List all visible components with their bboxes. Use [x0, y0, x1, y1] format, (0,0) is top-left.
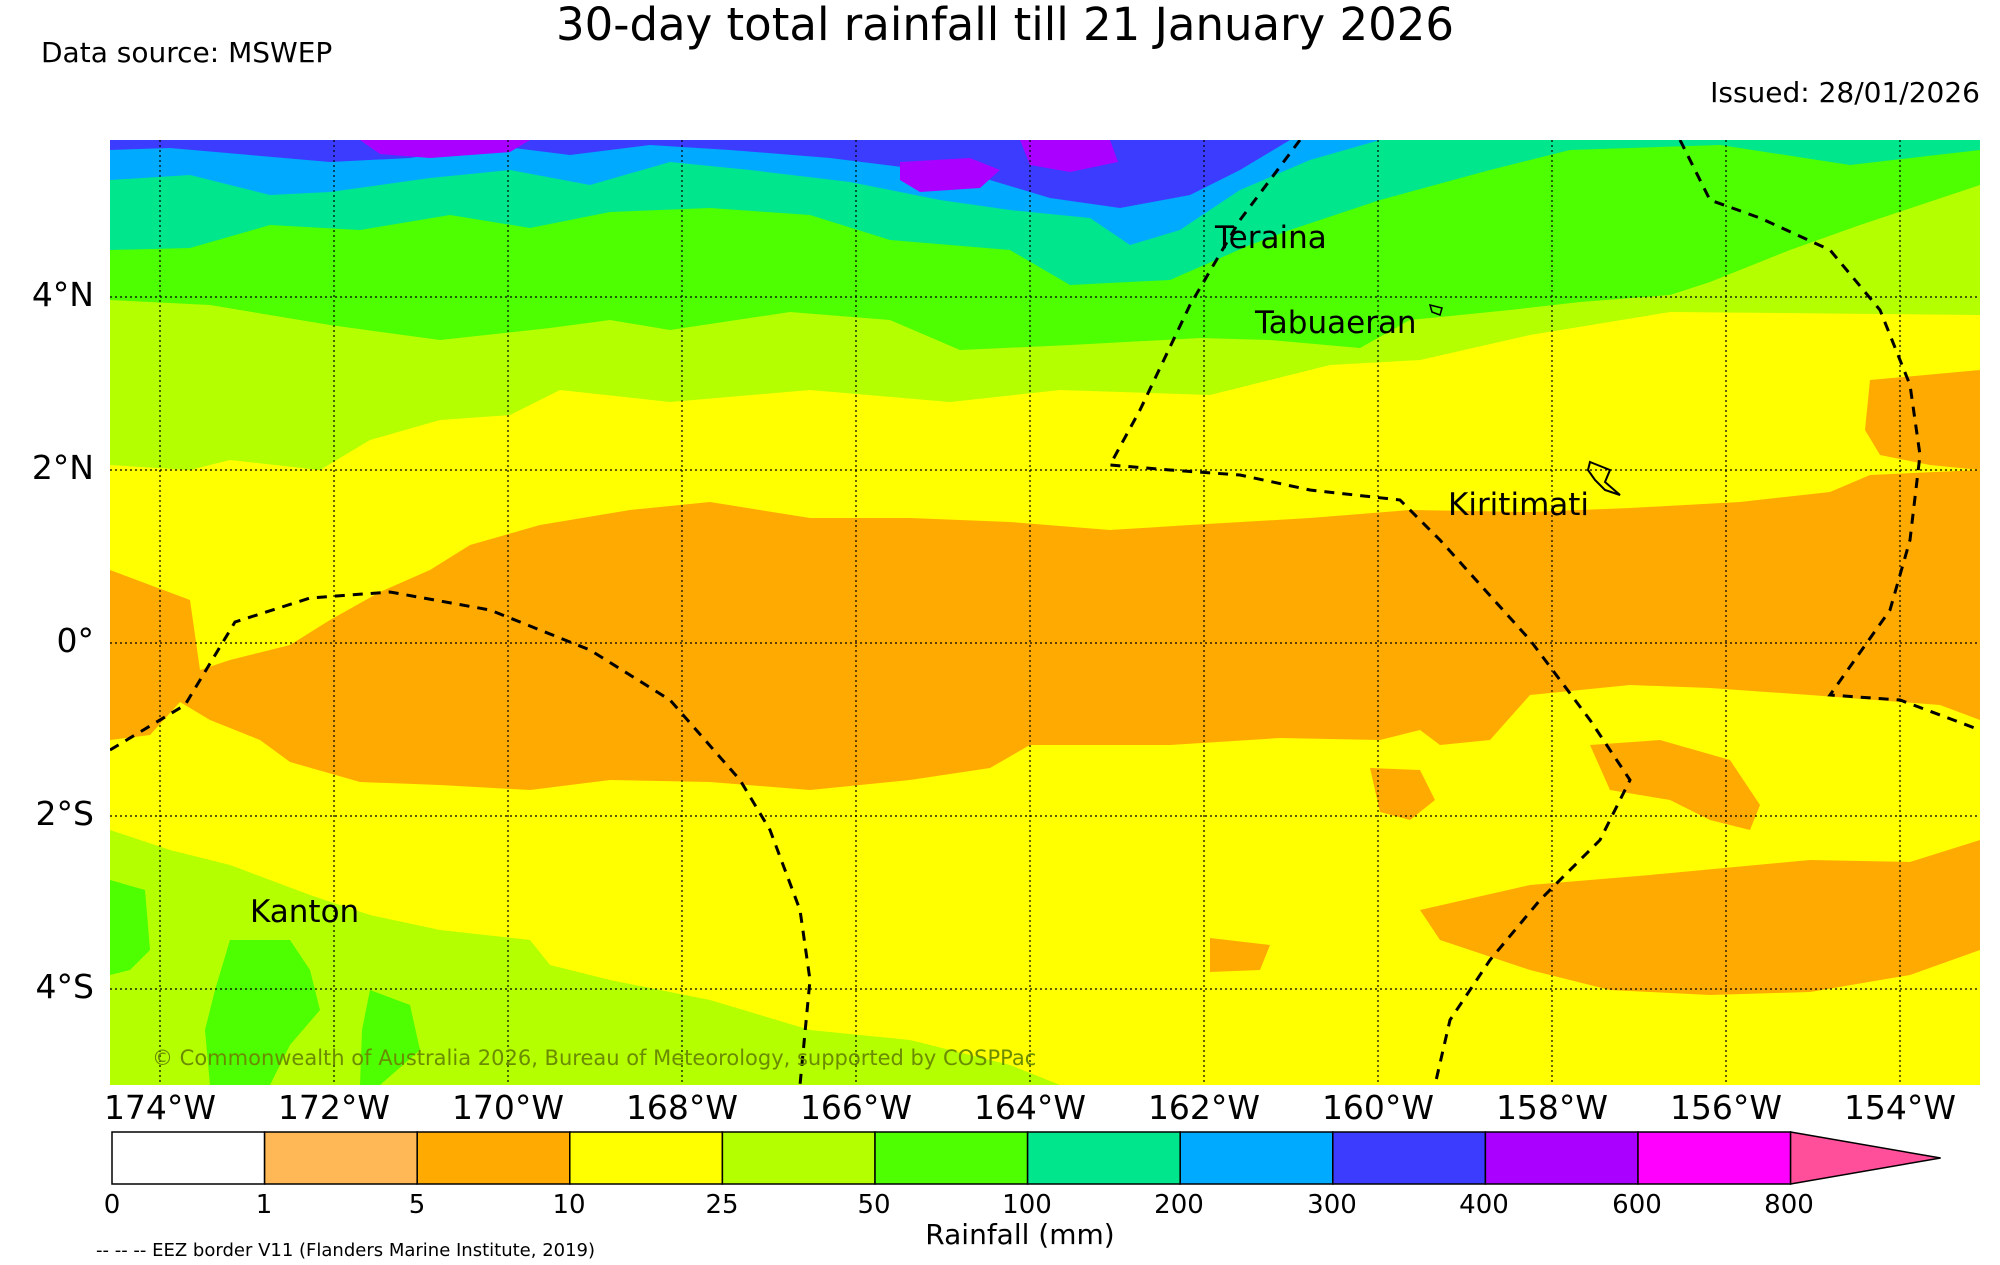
- rain-zone-5-10-south-blob-1: [1590, 740, 1760, 830]
- colorbar-segment: [1484, 1131, 1639, 1185]
- map-title: 30-day total rainfall till 21 January 20…: [555, 0, 1455, 51]
- graticule: [110, 140, 1980, 1085]
- lon-label-162w: 162°W: [1147, 1088, 1261, 1127]
- colorbar-segment: [1179, 1131, 1334, 1185]
- colorbar-segment: [721, 1131, 876, 1185]
- colorbar-tick: 200: [1154, 1190, 1204, 1220]
- copyright-notice: © Commonwealth of Australia 2026, Bureau…: [152, 1046, 1036, 1070]
- colorbar: [111, 1131, 1941, 1185]
- lon-label-166w: 166°W: [799, 1088, 913, 1127]
- lat-label-4n: 4°N: [31, 275, 94, 314]
- colorbar-tick: 600: [1612, 1190, 1662, 1220]
- colorbar-tick: 0: [103, 1190, 121, 1220]
- lat-label-2n: 2°N: [31, 448, 94, 487]
- place-label-teraina: Teraina: [1214, 220, 1327, 256]
- kiritimati-atoll: [1586, 460, 1621, 496]
- lon-label-172w: 172°W: [277, 1088, 391, 1127]
- lat-label-2s: 2°S: [35, 794, 94, 833]
- lon-label-160w: 160°W: [1321, 1088, 1435, 1127]
- rain-zone-50-100-southwest: [205, 940, 320, 1085]
- rain-zone-5-10-central: [110, 470, 1980, 790]
- eez-border: [110, 140, 1980, 1085]
- colorbar-segment: [263, 1131, 418, 1185]
- colorbar-tick: 10: [552, 1190, 586, 1220]
- colorbar-tick: 100: [1002, 1190, 1052, 1220]
- colorbar-segment: [569, 1131, 724, 1185]
- lat-label-eq: 0°: [56, 621, 95, 660]
- colorbar-label: Rainfall (mm): [925, 1218, 1115, 1251]
- colorbar-extend-arrow: [1789, 1131, 1941, 1185]
- colorbar-tick: 25: [705, 1190, 739, 1220]
- rain-zone-400-600-north-2: [1020, 140, 1118, 172]
- colorbar-segment: [416, 1131, 571, 1185]
- eez-footnote: -- -- -- EEZ border V11 (Flanders Marine…: [96, 1240, 596, 1261]
- rain-zone-50-100-south-mid: [360, 990, 420, 1085]
- rain-zone-50-100-west-edge: [110, 880, 150, 975]
- rain-zone-5-10-southeast: [1420, 840, 1980, 995]
- lon-label-174w: 174°W: [103, 1088, 217, 1127]
- colorbar-segment: [111, 1131, 266, 1185]
- data-source-label: Data source: MSWEP: [41, 36, 333, 69]
- colorbar-segment: [1332, 1131, 1487, 1185]
- lon-label-154w: 154°W: [1843, 1088, 1957, 1127]
- rain-zone-5-10-south-blob-2: [1370, 768, 1435, 820]
- rain-zone-300-400-north: [110, 140, 1290, 208]
- colorbar-tick: 400: [1459, 1190, 1509, 1220]
- lat-label-4s: 4°S: [35, 967, 94, 1006]
- rain-zone-25-50-southwest: [110, 830, 1060, 1085]
- colorbar-segment: [874, 1131, 1029, 1185]
- colorbar-tick: 50: [857, 1190, 891, 1220]
- colorbar-tick: 5: [408, 1190, 426, 1220]
- lon-label-156w: 156°W: [1669, 1088, 1783, 1127]
- rain-zone-400-600-north-1: [900, 158, 1000, 192]
- rainfall-map: Teraina Tabuaeran Kiritimati Kanton © Co…: [110, 140, 1980, 1085]
- rain-zone-400-600-north-3: [360, 140, 530, 158]
- lon-label-170w: 170°W: [451, 1088, 565, 1127]
- tabuaeran-atoll: [1428, 303, 1443, 316]
- colorbar-tick: 800: [1764, 1190, 1814, 1220]
- lon-label-164w: 164°W: [973, 1088, 1087, 1127]
- place-label-tabuaeran: Tabuaeran: [1254, 305, 1417, 341]
- rain-zone-5-10-south-blob-3: [1210, 938, 1270, 972]
- rain-zone-5-10-east-blob: [1865, 370, 1980, 470]
- place-label-kanton: Kanton: [250, 894, 359, 930]
- colorbar-tick: 1: [255, 1190, 273, 1220]
- colorbar-segment: [1637, 1131, 1792, 1185]
- issued-date: Issued: 28/01/2026: [1710, 76, 1980, 109]
- lon-label-158w: 158°W: [1495, 1088, 1609, 1127]
- place-label-kiritimati: Kiritimati: [1448, 487, 1589, 523]
- lon-label-168w: 168°W: [625, 1088, 739, 1127]
- colorbar-tick: 300: [1307, 1190, 1357, 1220]
- colorbar-segment: [1026, 1131, 1181, 1185]
